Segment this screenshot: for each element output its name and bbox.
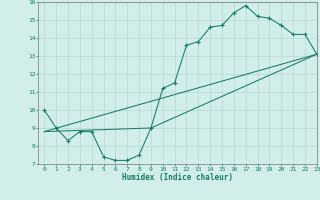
X-axis label: Humidex (Indice chaleur): Humidex (Indice chaleur) <box>122 173 233 182</box>
